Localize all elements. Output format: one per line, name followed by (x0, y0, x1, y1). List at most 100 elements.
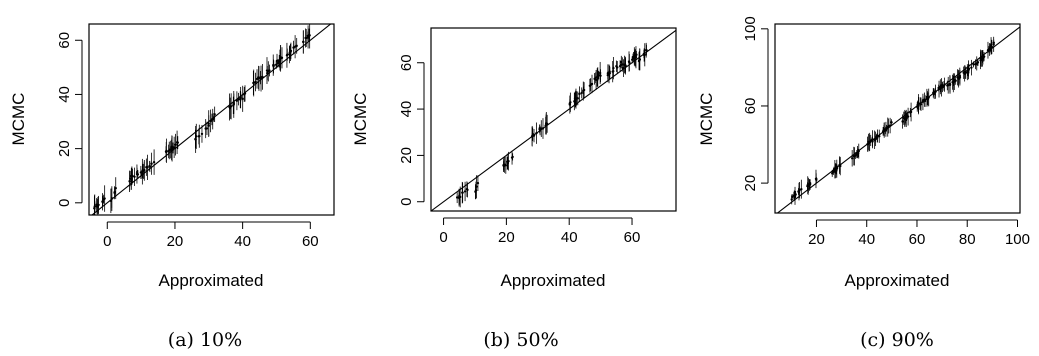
data-point (152, 160, 156, 164)
x-tick-label: 40 (858, 231, 875, 248)
data-point (972, 63, 975, 66)
data-point (970, 66, 973, 69)
data-point (956, 76, 959, 79)
x-tick-label: 20 (808, 231, 825, 248)
data-point (593, 77, 596, 81)
x-tick-label: 0 (439, 229, 447, 246)
data-point (939, 86, 943, 90)
data-point (835, 167, 838, 170)
data-point (979, 56, 982, 60)
x-tick-label: 60 (302, 233, 319, 250)
data-point (167, 150, 170, 153)
data-point (532, 134, 536, 137)
data-point (838, 163, 841, 167)
x-tick-label: 60 (624, 229, 641, 246)
points-group (790, 36, 995, 205)
data-point (946, 84, 949, 87)
data-point (888, 124, 892, 127)
panel-a: 0 20 40 60 0 20 40 60 Approximated MCMC (a) 10… (9, 23, 335, 351)
data-point (798, 188, 801, 192)
data-point (150, 162, 153, 165)
data-point (906, 115, 910, 118)
data-point (535, 131, 538, 135)
panel-b: 0 20 40 60 0 20 40 60 Approximated MCMC (b) 50… (351, 27, 677, 351)
data-point (458, 195, 462, 199)
data-point (608, 72, 611, 75)
data-point (237, 97, 240, 101)
data-point (200, 132, 204, 136)
reference-line-group (431, 29, 676, 211)
panel-caption: (b) 50% (483, 329, 558, 351)
data-point (934, 90, 937, 93)
data-point (455, 196, 459, 199)
data-point (110, 196, 113, 200)
data-point (175, 141, 179, 144)
data-point (506, 160, 509, 163)
x-tick-label: 0 (103, 233, 111, 250)
x-axis: 0 20 40 60 (439, 217, 641, 246)
data-point (259, 77, 263, 80)
data-point (990, 45, 994, 49)
data-point (951, 81, 954, 84)
data-point (953, 78, 956, 82)
y-tick-label: 20 (398, 147, 415, 164)
data-point (901, 120, 904, 123)
data-point (902, 117, 905, 120)
data-point (806, 185, 810, 188)
data-point (174, 143, 177, 146)
reference-line (776, 26, 1020, 213)
data-point (502, 163, 505, 167)
x-tick-label: 100 (1005, 231, 1030, 248)
x-axis: 0 20 40 60 (103, 221, 319, 250)
data-point (204, 127, 207, 130)
data-point (504, 164, 508, 167)
data-point (966, 69, 969, 73)
data-point (465, 187, 469, 191)
data-point (130, 174, 134, 177)
data-point (257, 76, 260, 79)
data-point (926, 97, 930, 101)
data-point (197, 135, 201, 138)
x-tick-label: 40 (561, 229, 578, 246)
data-point (141, 170, 144, 173)
data-point (261, 75, 264, 79)
data-point (637, 59, 641, 63)
data-point (943, 83, 946, 86)
data-point (635, 53, 638, 56)
data-point (530, 135, 534, 138)
data-point (869, 139, 872, 142)
data-point (113, 190, 117, 194)
data-point (568, 102, 572, 105)
data-point (633, 56, 637, 60)
data-point (239, 95, 242, 99)
data-point (235, 99, 239, 102)
y-tick-label: 60 (398, 54, 415, 71)
data-point (875, 135, 878, 139)
data-point (923, 98, 926, 101)
data-point (814, 177, 818, 181)
data-point (595, 76, 599, 79)
y-tick-label: 20 (56, 140, 73, 157)
y-tick-label: 0 (56, 199, 73, 207)
data-point (463, 190, 467, 193)
data-point (918, 102, 922, 105)
data-point (170, 146, 173, 150)
data-point (598, 71, 602, 75)
reference-line (431, 29, 676, 211)
data-point (135, 170, 139, 174)
data-point (302, 40, 305, 44)
data-point (252, 81, 255, 85)
data-point (207, 122, 210, 125)
panel-caption: (c) 90% (860, 329, 934, 351)
data-point (476, 181, 480, 185)
data-point (790, 195, 794, 199)
data-point (475, 185, 478, 188)
data-point (540, 127, 543, 130)
data-point (148, 164, 151, 168)
data-point (642, 53, 646, 57)
data-point (573, 97, 577, 100)
y-axis-label: MCMC (9, 93, 28, 146)
x-tick-label: 60 (909, 231, 926, 248)
data-point (644, 49, 648, 52)
